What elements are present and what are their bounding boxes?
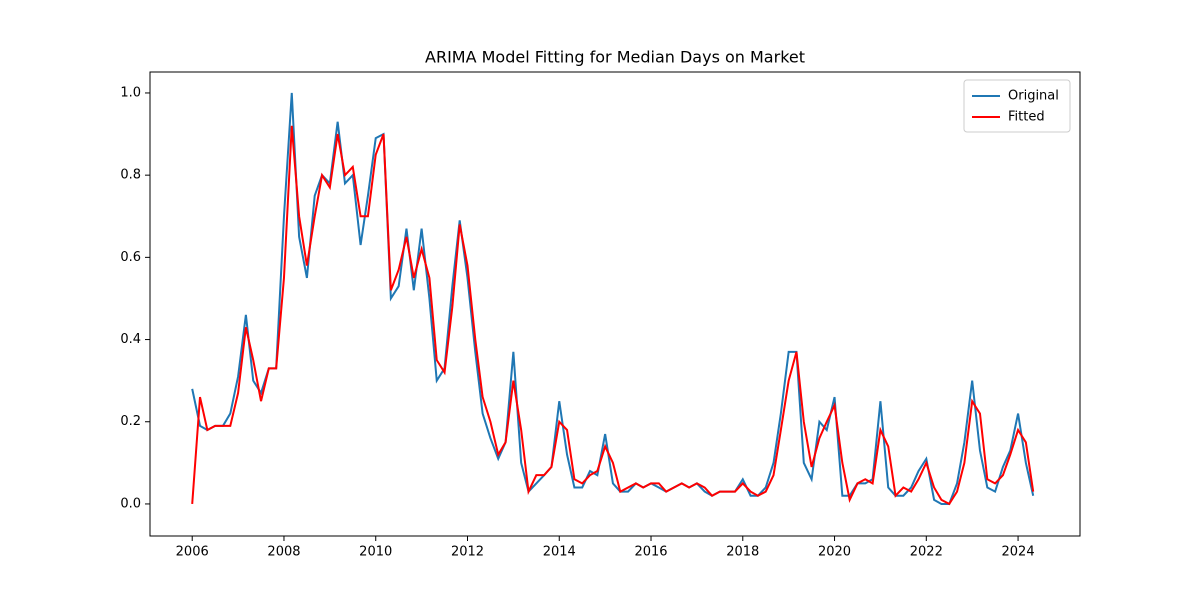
y-tick-label: 0.2 xyxy=(120,414,141,429)
legend-label: Original xyxy=(1008,89,1059,104)
y-tick-label: 0.4 xyxy=(120,332,141,347)
x-tick-label: 2016 xyxy=(634,545,667,560)
x-tick-label: 2006 xyxy=(176,545,209,560)
x-tick-label: 2010 xyxy=(359,545,392,560)
x-tick-label: 2014 xyxy=(543,545,576,560)
x-tick-label: 2008 xyxy=(267,545,300,560)
x-tick-label: 2024 xyxy=(1002,545,1035,560)
legend-box xyxy=(963,79,1071,133)
line-series xyxy=(191,125,1035,506)
y-tick-label: 1.0 xyxy=(120,85,141,100)
legend-label: Fitted xyxy=(1008,110,1045,125)
y-tick-label: 0.0 xyxy=(120,496,141,511)
y-tick-label: 0.6 xyxy=(120,250,141,265)
chart-title: ARIMA Model Fitting for Median Days on M… xyxy=(425,48,805,67)
x-tick-label: 2020 xyxy=(818,545,851,560)
x-tick-label: 2018 xyxy=(726,545,759,560)
x-tick-label: 2022 xyxy=(910,545,943,560)
x-tick-label: 2012 xyxy=(451,545,484,560)
plot-frame xyxy=(149,71,1081,537)
y-tick-label: 0.8 xyxy=(120,168,141,183)
